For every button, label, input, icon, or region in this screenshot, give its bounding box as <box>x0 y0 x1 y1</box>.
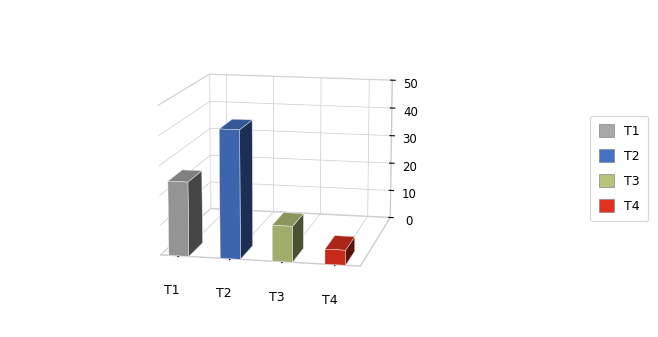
Legend: T1, T2, T3, T4: T1, T2, T3, T4 <box>590 116 649 221</box>
